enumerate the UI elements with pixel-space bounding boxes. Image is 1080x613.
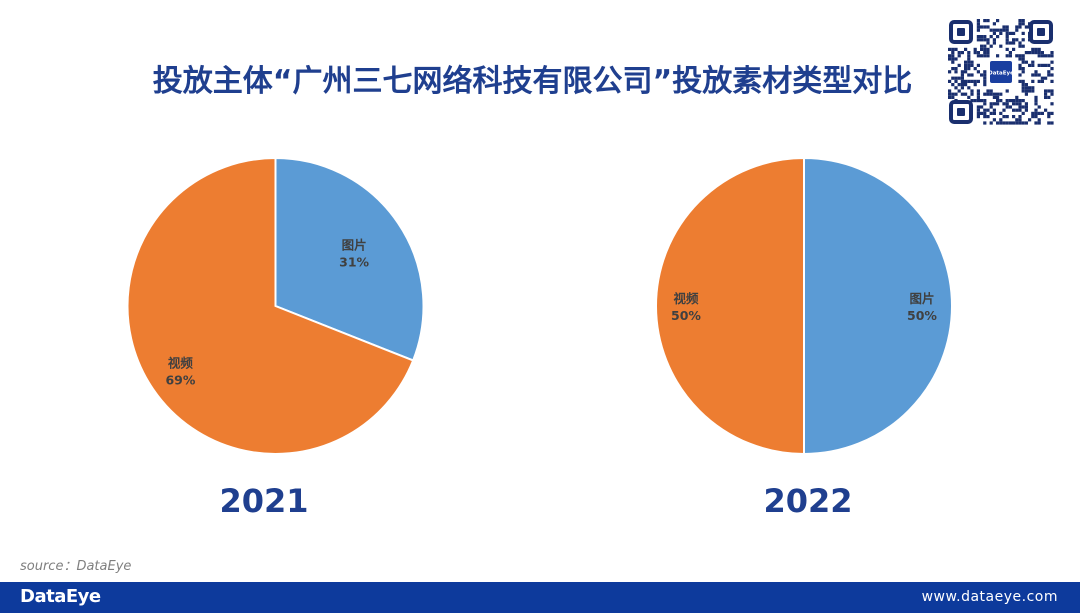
year-label-2022: 2022 [763, 482, 853, 520]
year-label-2021: 2021 [219, 482, 309, 520]
slice-percent-label: 69% [165, 373, 195, 388]
footer-bar: DataEye www.dataeye.com [0, 582, 1080, 613]
page-title: 投放主体“广州三七网络科技有限公司”投放素材类型对比 [152, 64, 913, 99]
slice-percent-label: 50% [907, 308, 937, 323]
slice-category-label: 图片 [909, 291, 934, 306]
qr-logo [990, 61, 1012, 83]
slice-category-label: 图片 [342, 238, 367, 253]
footer-url[interactable]: www.dataeye.com [921, 589, 1058, 605]
qr-code: DataEye [948, 19, 1054, 125]
slice-percent-label: 50% [671, 308, 701, 323]
qr-logo-text: DataEye [988, 71, 1014, 77]
qr-finder-top-left [949, 20, 973, 44]
pie-slice-2021-video [126, 156, 415, 455]
footer-logo: DataEye [20, 586, 101, 607]
slice-category-label: 视频 [168, 356, 194, 371]
pie-slice-2022-image [803, 156, 953, 456]
source-note: source：DataEye [20, 559, 132, 574]
pie-slice-2021-image [274, 156, 425, 362]
slice-percent-label: 31% [339, 255, 369, 270]
qr-finder-top-right [1029, 20, 1053, 44]
pie-slice-2022-video [655, 156, 805, 456]
slice-category-label: 视频 [673, 291, 699, 306]
qr-finder-bottom-left [949, 100, 973, 124]
